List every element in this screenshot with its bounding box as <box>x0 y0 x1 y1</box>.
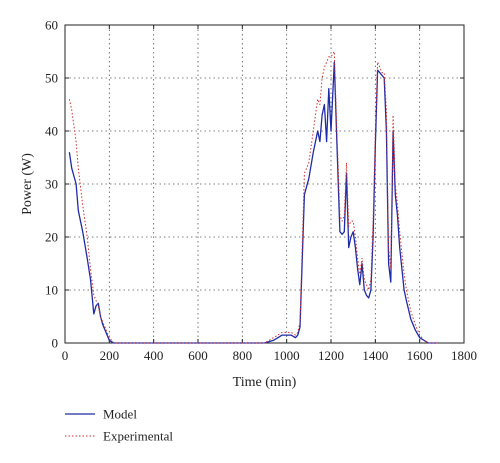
x-tick-label: 1400 <box>362 348 388 363</box>
x-tick-label: 1800 <box>451 348 477 363</box>
y-tick-label: 60 <box>45 18 58 33</box>
y-tick-label: 30 <box>45 177 58 192</box>
y-tick-label: 40 <box>45 124 58 139</box>
x-tick-label: 400 <box>144 348 164 363</box>
x-tick-label: 1200 <box>318 348 344 363</box>
x-tick-label: 200 <box>100 348 120 363</box>
grid <box>65 25 464 343</box>
x-tick-label: 1000 <box>274 348 300 363</box>
legend-label-experimental: Experimental <box>103 429 173 444</box>
axis-ticks: 0 200 400 600 800 1000 1200 1400 1600 1800 0 10 20 30… <box>45 18 477 364</box>
y-tick-label: 50 <box>45 71 58 86</box>
x-tick-label: 0 <box>62 348 69 363</box>
series-line-experimental <box>68 51 438 344</box>
x-tick-label: 1600 <box>407 348 433 363</box>
x-tick-label: 800 <box>233 348 253 363</box>
legend: Model Experimental <box>65 407 173 444</box>
y-tick-label: 20 <box>45 230 58 245</box>
series-lines <box>68 51 438 344</box>
y-tick-label: 0 <box>52 336 59 351</box>
x-tick-label: 600 <box>188 348 208 363</box>
series-line-model <box>68 61 438 344</box>
y-axis-label: Power (W) <box>20 153 35 215</box>
x-axis-label: Time (min) <box>233 375 297 390</box>
legend-label-model: Model <box>103 407 137 422</box>
y-tick-label: 10 <box>45 283 58 298</box>
